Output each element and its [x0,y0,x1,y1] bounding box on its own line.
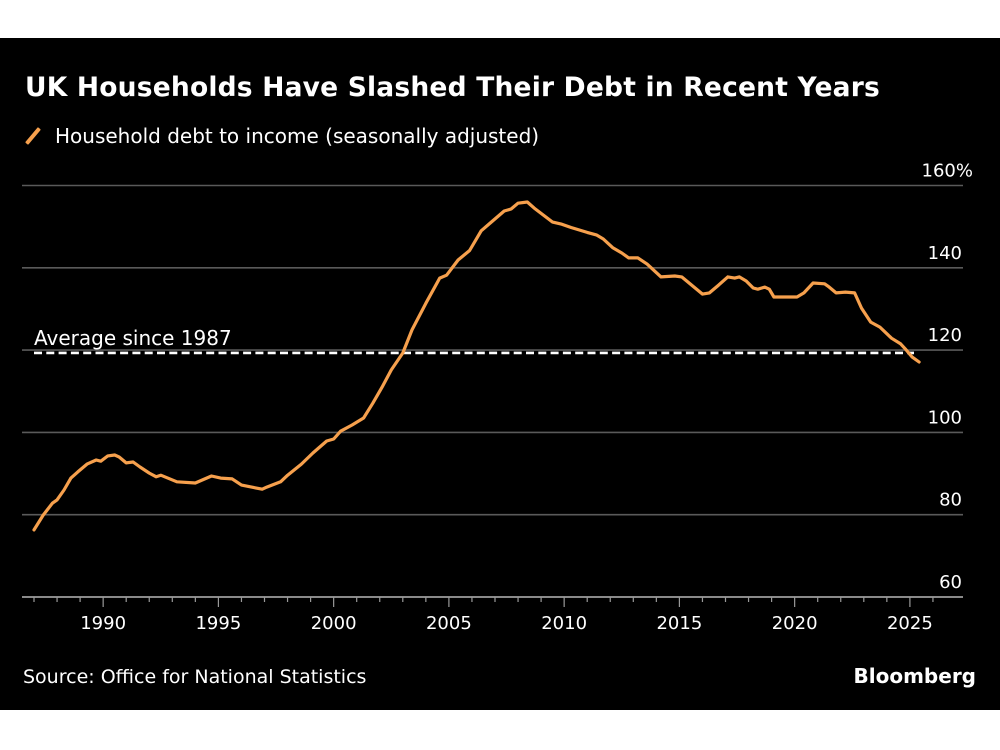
y-axis-labels: 60 80 100 120 140 160% [922,161,973,594]
y-tick-label: 140 [928,243,962,264]
x-tick-label: 2005 [426,613,472,634]
gridlines [22,184,963,598]
x-tick-label: 2025 [887,613,933,634]
y-tick-label: 100 [928,407,962,428]
x-tick-label: 2000 [311,613,357,634]
x-tick-label: 2015 [656,613,702,634]
chart-title: UK Households Have Slashed Their Debt in… [25,72,880,103]
x-axis: 1990 1995 2000 2005 2010 2015 2020 2025 [33,597,934,634]
y-tick-label: 120 [928,325,962,346]
series [32,200,921,532]
series-line-household-debt [32,200,921,532]
x-tick-label: 2020 [772,613,818,634]
y-tick-label: 60 [939,572,962,593]
legend-label: Household debt to income (seasonally adj… [55,124,540,148]
legend: Household debt to income (seasonally adj… [25,124,539,148]
x-tick-label: 2010 [541,613,587,634]
source-note: Source: Office for National Statistics [23,666,367,688]
y-tick-label: 80 [939,490,962,511]
x-tick-label: 1995 [195,613,241,634]
annotations: Average since 1987 [34,326,914,355]
y-tick-label: 160% [922,161,973,182]
average-label: Average since 1987 [34,326,232,350]
x-tick-label: 1990 [80,613,126,634]
bloomberg-logo: Bloomberg [853,664,976,688]
